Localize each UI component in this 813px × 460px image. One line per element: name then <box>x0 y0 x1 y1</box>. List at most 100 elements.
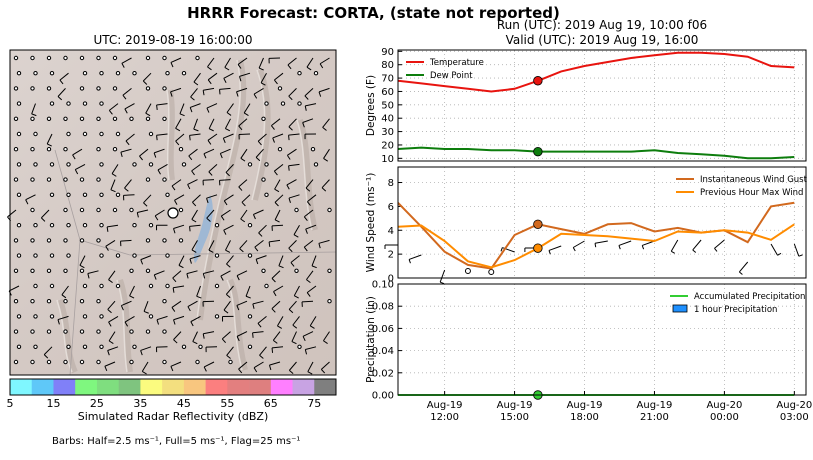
wind-barb <box>110 179 116 193</box>
calm-wind-marker <box>13 359 19 365</box>
wind-barb <box>40 209 50 222</box>
calm-wind-marker <box>214 253 220 258</box>
calm-wind-marker <box>247 314 253 319</box>
x-tick-time: 03:00 <box>780 412 809 423</box>
calm-wind-marker <box>49 101 55 106</box>
wind-barb <box>309 316 317 329</box>
calm-wind-marker <box>145 238 151 243</box>
calm-wind-marker <box>33 314 38 319</box>
wind-barb <box>236 87 248 97</box>
wind-barb <box>288 300 297 314</box>
wind-barb <box>157 163 168 175</box>
wind-barb <box>293 285 300 299</box>
wind-barb <box>189 133 201 141</box>
wind-barb <box>219 179 231 186</box>
calm-wind-marker <box>33 283 38 289</box>
valid-time-marker <box>533 243 543 253</box>
calm-wind-marker <box>129 207 134 213</box>
wind-barb <box>288 361 297 374</box>
calm-wind-marker <box>13 329 19 334</box>
calm-wind-marker <box>63 147 68 152</box>
wind-barb <box>192 194 201 207</box>
calm-wind-marker <box>327 207 332 213</box>
wind-barb <box>108 270 116 284</box>
calm-wind-marker <box>162 299 167 304</box>
calm-wind-marker <box>99 162 104 167</box>
wind-barb <box>123 194 135 201</box>
wind-barb <box>305 224 317 234</box>
calm-wind-marker <box>148 131 154 137</box>
colorbar-swatch <box>314 379 337 395</box>
calm-wind-marker <box>46 147 52 152</box>
calm-wind-marker <box>264 283 269 289</box>
calm-wind-marker <box>99 71 104 76</box>
calm-wind-marker <box>162 177 167 182</box>
wind-barb <box>140 346 152 356</box>
colorbar-swatch <box>140 379 163 395</box>
reflectivity-map <box>7 49 337 376</box>
wind-barb <box>307 361 314 375</box>
calm-wind-marker <box>264 192 269 198</box>
valid-time-marker <box>533 146 543 157</box>
wind-barb <box>408 254 422 264</box>
wind-barb <box>107 346 119 356</box>
wind-barb <box>189 224 201 232</box>
calm-wind-marker <box>96 116 101 122</box>
calm-wind-marker <box>82 71 88 76</box>
y-axis-label: Degrees (F) <box>365 75 377 136</box>
wind-barb <box>202 179 215 186</box>
calm-wind-marker <box>129 268 134 273</box>
calm-wind-marker <box>112 86 118 91</box>
wind-barb <box>220 270 231 281</box>
wind-barb <box>87 270 99 279</box>
calm-wind-marker <box>46 238 52 243</box>
calm-wind-marker <box>66 192 71 198</box>
calm-wind-marker <box>63 177 68 182</box>
wind-barb <box>153 270 165 280</box>
calm-wind-marker <box>96 55 101 61</box>
calm-wind-marker <box>165 192 170 198</box>
wind-barb <box>106 224 119 232</box>
calm-wind-marker <box>165 71 170 76</box>
wind-barb <box>252 209 264 220</box>
wind-barb <box>288 194 300 203</box>
terrain-ridge <box>297 119 318 231</box>
x-tick-date: Aug-19 <box>497 400 533 411</box>
wind-barb <box>31 103 37 117</box>
wind-barb <box>271 300 281 313</box>
wind-barb <box>189 103 201 113</box>
legend-label: Instantaneous Wind Gust <box>700 175 808 185</box>
calm-wind-marker <box>33 223 38 228</box>
colorbar-label: Simulated Radar Reflectivity (dBZ) <box>77 410 269 423</box>
map-wind-barbs <box>7 55 332 375</box>
wind-barb <box>124 179 132 192</box>
calm-wind-marker <box>82 344 88 349</box>
x-tick-date: Aug-19 <box>567 400 603 411</box>
wind-barb <box>104 361 116 372</box>
wind-barb <box>187 300 198 312</box>
wind-barb <box>170 361 182 372</box>
y-axis-label: Wind Speed (ms⁻¹) <box>365 173 377 273</box>
y-tick-label: 40 <box>381 114 394 125</box>
calm-wind-marker <box>195 359 200 365</box>
legend: Accumulated Precipitation 1 hour Precipit… <box>670 292 805 315</box>
terrain-highlight <box>251 69 266 201</box>
calm-wind-marker <box>16 101 22 106</box>
calm-wind-marker <box>112 207 118 213</box>
calm-wind-marker <box>30 207 35 213</box>
wind-barb <box>288 240 297 253</box>
wind-barb <box>291 331 297 345</box>
reflectivity-colorbar: 5 15 25 35 45 55 65 75 <box>7 378 337 410</box>
series-line <box>397 223 795 269</box>
wind-barb <box>225 240 231 253</box>
wind-barb <box>206 209 215 222</box>
calm-wind-marker <box>79 207 85 213</box>
wind-barb <box>302 118 314 128</box>
calm-wind-marker <box>79 268 85 273</box>
wind-barb <box>238 118 248 131</box>
wind-barb <box>173 331 182 344</box>
wind-barb <box>191 163 201 176</box>
wind-barb <box>253 87 264 99</box>
calm-wind-marker <box>327 268 332 273</box>
